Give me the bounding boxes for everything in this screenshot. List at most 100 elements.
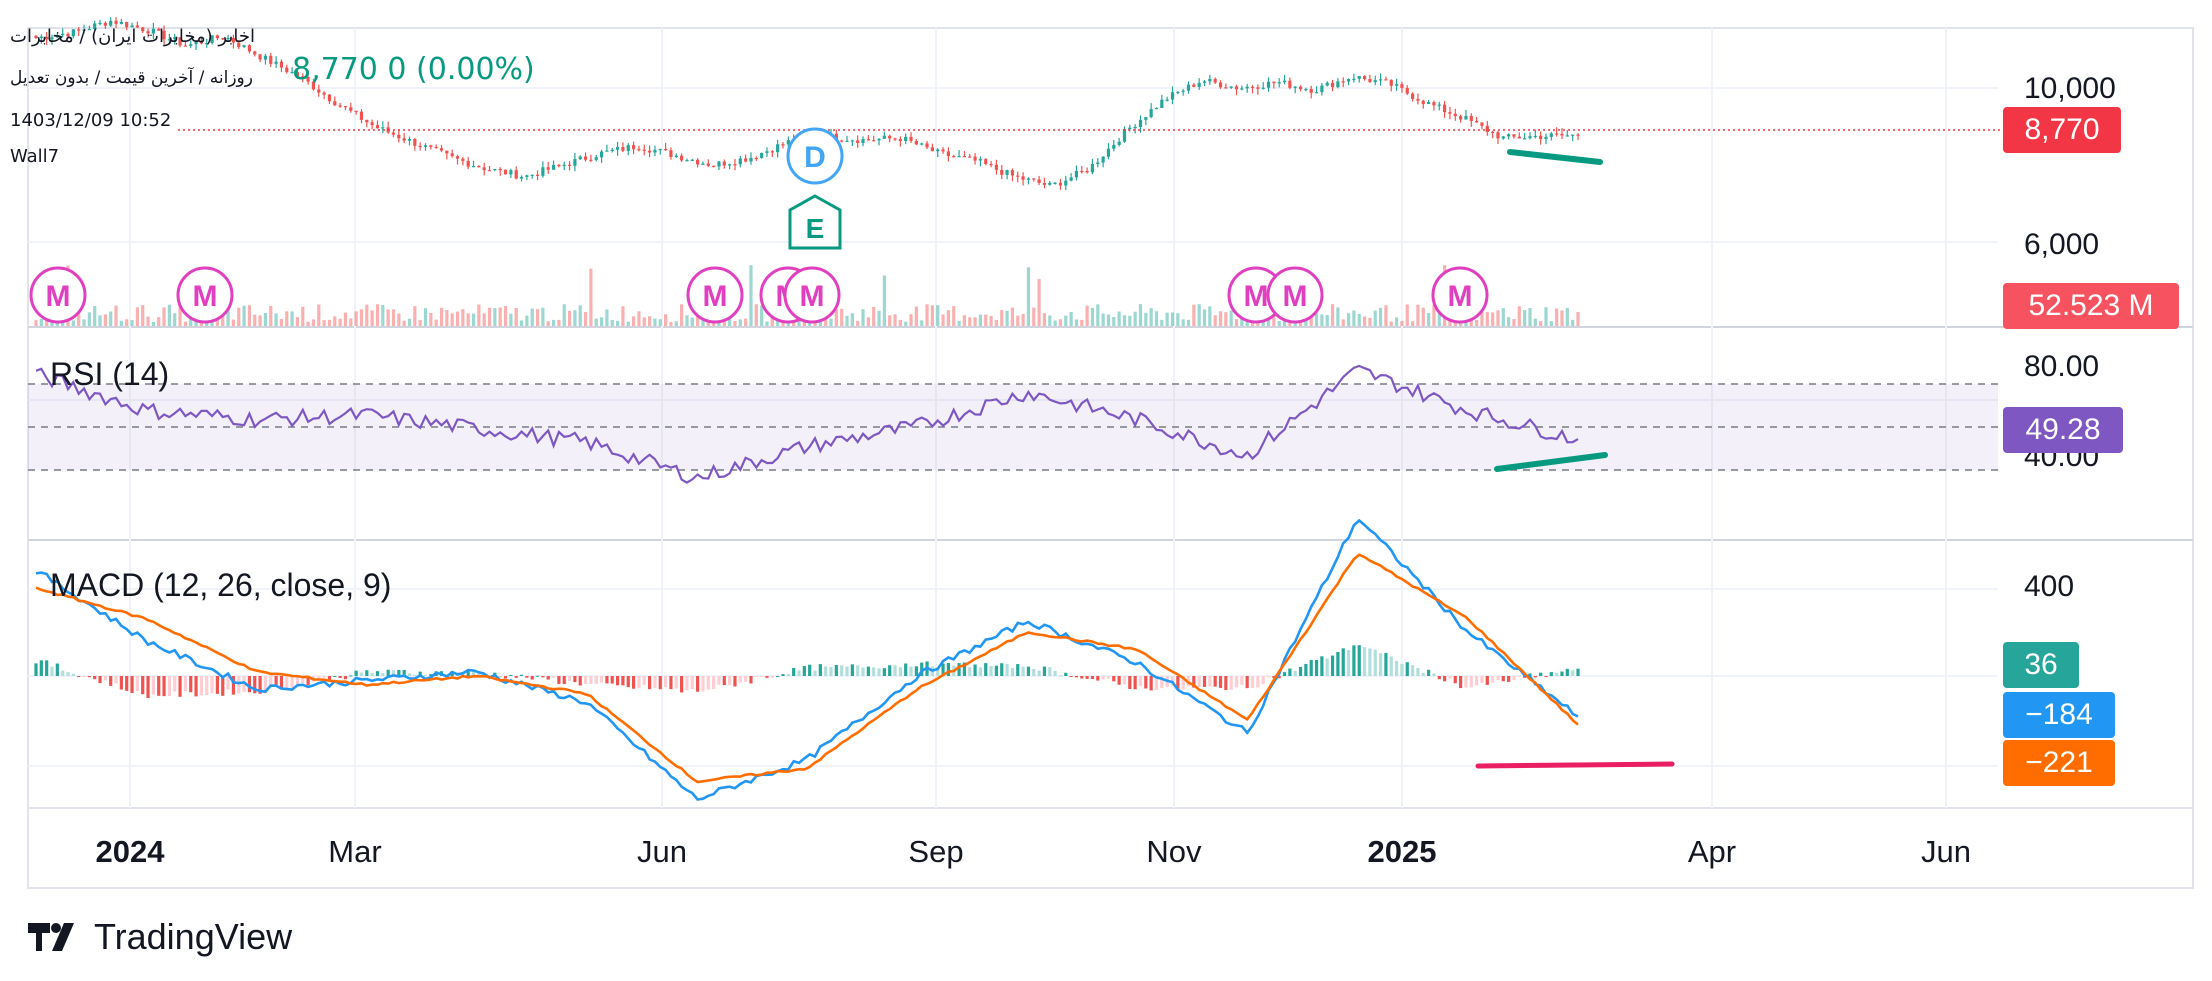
volume-bar	[343, 312, 348, 326]
candle-body	[301, 76, 305, 78]
macd-histogram-bar	[1208, 676, 1212, 687]
macd-histogram-bar	[776, 675, 780, 677]
volume-bar	[1261, 319, 1265, 326]
macd-histogram-bar	[562, 676, 566, 685]
volume-bar	[274, 313, 278, 326]
macd-histogram-bar	[1288, 668, 1292, 676]
earnings-marker[interactable]: M	[29, 266, 87, 324]
chart-frame	[27, 27, 2194, 889]
candle-body	[856, 140, 860, 144]
tradingview-logo[interactable]: TradingView	[28, 916, 292, 958]
macd-histogram-bar	[760, 676, 764, 677]
earnings-marker[interactable]: M	[176, 266, 234, 324]
macd-histogram-bar	[770, 676, 774, 678]
earnings-marker-circle	[1266, 266, 1324, 324]
macd-histogram-bar	[1000, 663, 1004, 676]
earnings-marker[interactable]: M	[783, 266, 841, 324]
candle-body	[567, 164, 572, 166]
macd-histogram-bar	[877, 668, 881, 676]
volume-bar	[109, 311, 113, 326]
candle-body	[1539, 135, 1543, 140]
earnings-marker[interactable]: M	[1431, 266, 1489, 324]
candle-body	[1213, 78, 1217, 83]
volume-bar	[946, 310, 950, 326]
candle-body	[658, 148, 662, 151]
volume-bar	[1528, 308, 1532, 326]
candle-body	[551, 164, 556, 170]
candle-body	[994, 164, 999, 170]
macd-histogram-bar	[157, 676, 161, 696]
macd-histogram-bar	[589, 676, 593, 684]
macd-histogram-bar	[1170, 676, 1175, 686]
earnings-marker[interactable]: M	[1266, 266, 1324, 324]
candle-body	[690, 159, 694, 161]
volume-bar	[269, 305, 273, 326]
dividend-marker[interactable]: D	[786, 127, 844, 185]
candle-body	[754, 157, 758, 160]
macd-histogram-bar	[1571, 670, 1575, 676]
volume-bar	[557, 319, 561, 326]
candle-body	[850, 140, 854, 142]
macd-histogram-bar	[653, 676, 657, 688]
candle-body	[327, 94, 332, 102]
tradingview-logo-text: TradingView	[94, 916, 293, 957]
macd-signal-badge: −221	[2003, 740, 2115, 786]
macd-histogram-bar	[1346, 650, 1351, 676]
macd-histogram-bar	[1048, 667, 1052, 676]
volume-bar	[1026, 267, 1031, 326]
macd-histogram-bar	[77, 676, 81, 677]
candle-body	[1330, 82, 1335, 88]
candle-body	[1469, 115, 1473, 122]
macd-histogram-bar	[1261, 676, 1265, 685]
macd-histogram-bar	[1341, 648, 1345, 676]
macd-histogram-bar	[818, 664, 822, 676]
macd-histogram-bar	[1565, 668, 1569, 676]
macd-histogram-bar	[178, 676, 182, 697]
rsi-title: RSI (14)	[50, 356, 170, 392]
macd-histogram-bar	[1480, 676, 1484, 684]
event-marker[interactable]: E	[788, 194, 842, 250]
macd-histogram-bar	[573, 676, 577, 683]
candle-body	[1544, 136, 1548, 140]
volume-bar	[1181, 319, 1185, 326]
macd-histogram-bar	[1373, 649, 1377, 676]
candle-body	[263, 55, 268, 60]
macd-histogram-bar	[1437, 676, 1441, 680]
macd-histogram-bar	[637, 676, 641, 689]
volume-bar	[754, 304, 758, 326]
macd-histogram-bar	[1384, 652, 1388, 676]
macd-histogram-bar	[888, 665, 892, 676]
macd-histogram-bar	[824, 666, 828, 676]
macd-histogram-bar	[690, 676, 694, 690]
volume-bar	[173, 313, 177, 326]
candle-body	[519, 176, 524, 179]
macd-histogram-bar	[183, 676, 187, 691]
macd-histogram-bar	[599, 676, 604, 683]
candle-body	[1096, 162, 1100, 165]
volume-bar	[1565, 307, 1569, 326]
rsi-layer	[28, 364, 1998, 484]
volume-bar	[1053, 320, 1057, 326]
macd-histogram-bar	[1459, 676, 1463, 689]
candle-body	[1357, 76, 1361, 79]
earnings-marker[interactable]: M	[686, 266, 744, 324]
candle-body	[466, 160, 470, 167]
volume-bar	[909, 314, 913, 326]
candle-body	[1016, 175, 1020, 177]
volume-bar	[98, 315, 102, 326]
macd-histogram-bar	[55, 663, 59, 676]
marker-layer[interactable]: MMMMMMMMDE	[29, 127, 1489, 324]
candle-body	[872, 140, 876, 142]
candle-body	[146, 31, 150, 34]
volume-bar	[237, 307, 241, 326]
macd-histogram-bar	[1517, 676, 1521, 677]
macd-histogram-bar	[749, 676, 753, 684]
volume-bar	[183, 321, 187, 326]
macd-line	[35, 518, 1579, 801]
macd-histogram-bar	[1576, 668, 1580, 676]
price-tick-10000: 10,000	[2024, 72, 2116, 105]
macd-histogram-bar	[290, 676, 294, 689]
volume-bar	[1571, 319, 1575, 326]
candle-body	[167, 39, 171, 41]
